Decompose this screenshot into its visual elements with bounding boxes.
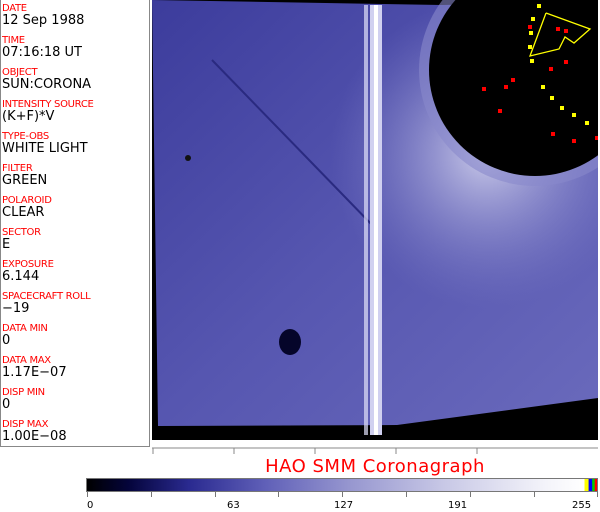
header-field: DATA MIN 0 xyxy=(2,323,48,348)
overlay-marker xyxy=(551,132,555,136)
overlay-marker xyxy=(549,67,553,71)
header-field: DATA MAX 1.17E−07 xyxy=(2,355,67,380)
overlay-marker xyxy=(531,17,535,21)
field-value: WHITE LIGHT xyxy=(2,141,88,156)
colorbar xyxy=(86,478,598,492)
field-value: 07:16:18 UT xyxy=(2,45,82,60)
overlay-marker xyxy=(528,25,532,29)
image-x-axis xyxy=(152,447,598,454)
colorbar-tick-label: 255 xyxy=(572,500,592,511)
colorbar-tick xyxy=(278,492,280,497)
field-label: DISP MAX xyxy=(2,419,49,430)
colorbar-tick xyxy=(342,492,344,497)
field-value: 12 Sep 1988 xyxy=(2,13,85,28)
header-field: SECTOR E xyxy=(2,227,41,252)
overlay-marker xyxy=(560,106,564,110)
colorbar-tick-label: 127 xyxy=(334,500,354,511)
field-label: SECTOR xyxy=(2,227,41,238)
overlay-marker xyxy=(541,85,545,89)
field-label: FILTER xyxy=(2,163,33,174)
field-label: OBJECT xyxy=(2,67,38,78)
colorbar-tick xyxy=(150,492,152,497)
field-label: POLAROID xyxy=(2,195,52,206)
field-label: DATA MAX xyxy=(2,355,51,366)
overlay-marker xyxy=(529,31,533,35)
overlay-marker xyxy=(504,85,508,89)
overlay-marker xyxy=(537,4,541,8)
field-label: SPACECRAFT ROLL xyxy=(2,291,91,302)
colorbar-tick xyxy=(406,492,407,497)
colorbar-tick-label: 191 xyxy=(448,500,468,511)
overlay-polygon xyxy=(528,12,592,57)
overlay-marker xyxy=(572,113,576,117)
header-field: EXPOSURE 6.144 xyxy=(2,259,54,284)
overlay-marker xyxy=(511,78,515,82)
colorbar-tick xyxy=(87,492,88,497)
overlay-marker xyxy=(564,29,568,33)
header-field: FILTER GREEN xyxy=(2,163,47,188)
overlay-marker xyxy=(550,96,554,100)
field-label: TIME xyxy=(2,35,25,46)
field-value: GREEN xyxy=(2,173,48,188)
colorbar-tick-label: 63 xyxy=(227,500,240,511)
overlay-markers xyxy=(482,4,598,143)
header-field: DISP MIN 0 xyxy=(2,387,45,412)
field-value: E xyxy=(2,237,11,252)
overlay-marker xyxy=(528,45,532,49)
header-field: TYPE-OBS WHITE LIGHT xyxy=(2,131,88,156)
colorbar-tick xyxy=(469,492,471,497)
field-label: INTENSITY SOURCE xyxy=(2,99,94,110)
header-field: TIME 07:16:18 UT xyxy=(2,35,82,60)
header-info-panel xyxy=(0,0,150,447)
field-value: 1.17E−07 xyxy=(2,365,67,380)
overlay-marker xyxy=(564,60,568,64)
colorbar-tick-label: 0 xyxy=(87,500,94,511)
colorbar-tick xyxy=(533,492,535,497)
header-field: POLAROID CLEAR xyxy=(2,195,52,220)
overlay-marker xyxy=(556,27,560,31)
colorbar-tick xyxy=(214,492,216,497)
header-field: DISP MAX 1.00E−08 xyxy=(2,419,67,444)
overlay-marker xyxy=(585,121,589,125)
field-value: 0 xyxy=(2,333,11,348)
header-field: INTENSITY SOURCE (K+F)*V xyxy=(2,99,94,124)
field-label: DATE xyxy=(2,3,27,14)
plot-title: HAO SMM Coronagraph xyxy=(265,456,485,477)
field-value: 6.144 xyxy=(2,269,40,284)
overlay-marker xyxy=(572,139,576,143)
overlay-marker xyxy=(498,109,502,113)
field-value: 1.00E−08 xyxy=(2,429,67,444)
field-label: DATA MIN xyxy=(2,323,48,334)
field-value: CLEAR xyxy=(2,205,45,220)
overlay-marker xyxy=(482,87,486,91)
field-label: DISP MIN xyxy=(2,387,45,398)
coronagraph-image[interactable] xyxy=(152,0,598,440)
header-field: DATE 12 Sep 1988 xyxy=(2,3,84,28)
field-label: EXPOSURE xyxy=(2,259,54,270)
header-field: OBJECT SUN:CORONA xyxy=(2,67,91,92)
overlay-marker xyxy=(530,59,534,63)
occulting-disk xyxy=(429,0,598,176)
colorbar-tick xyxy=(597,492,599,497)
overlay-marker xyxy=(595,136,598,140)
field-value: −19 xyxy=(2,301,30,316)
header-field: SPACECRAFT ROLL −19 xyxy=(2,291,91,316)
field-value: 0 xyxy=(2,397,11,412)
field-label: TYPE-OBS xyxy=(2,131,49,142)
field-value: (K+F)*V xyxy=(2,109,55,124)
field-value: SUN:CORONA xyxy=(2,77,92,92)
